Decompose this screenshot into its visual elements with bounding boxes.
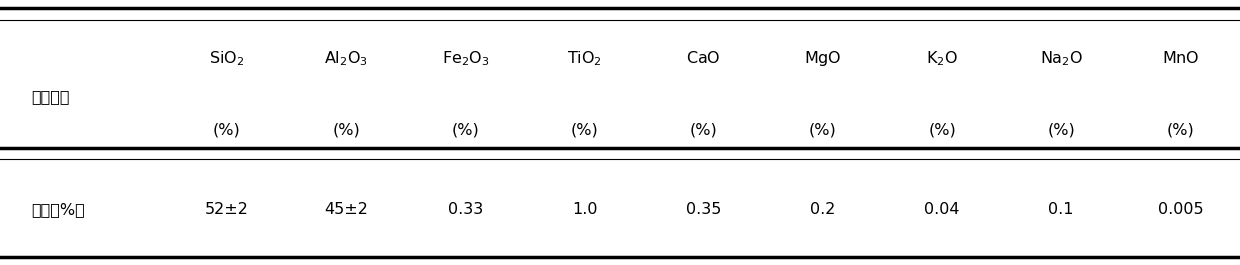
Text: 52±2: 52±2 (205, 202, 249, 217)
Text: $\mathrm{CaO}$: $\mathrm{CaO}$ (687, 50, 720, 66)
Text: 0.04: 0.04 (924, 202, 960, 217)
Text: (%): (%) (213, 122, 241, 137)
Text: (%): (%) (332, 122, 360, 137)
Text: 化学成分: 化学成分 (31, 89, 69, 104)
Text: 0.35: 0.35 (686, 202, 722, 217)
Text: (%): (%) (929, 122, 956, 137)
Text: $\mathrm{Na_2O}$: $\mathrm{Na_2O}$ (1039, 49, 1083, 68)
Text: (%): (%) (451, 122, 479, 137)
Text: (%): (%) (1048, 122, 1075, 137)
Text: (%): (%) (1167, 122, 1194, 137)
Text: $\mathrm{MnO}$: $\mathrm{MnO}$ (1162, 50, 1199, 66)
Text: 0.1: 0.1 (1049, 202, 1074, 217)
Text: $\mathrm{MgO}$: $\mathrm{MgO}$ (804, 49, 842, 68)
Text: 45±2: 45±2 (324, 202, 368, 217)
Text: $\mathrm{SiO_2}$: $\mathrm{SiO_2}$ (210, 49, 244, 68)
Text: 0.2: 0.2 (810, 202, 836, 217)
Text: 含量（%）: 含量（%） (31, 202, 84, 217)
Text: $\mathrm{Fe_2O_3}$: $\mathrm{Fe_2O_3}$ (441, 49, 489, 68)
Text: (%): (%) (689, 122, 718, 137)
Text: $\mathrm{K_2O}$: $\mathrm{K_2O}$ (926, 49, 959, 68)
Text: 0.33: 0.33 (448, 202, 482, 217)
Text: $\mathrm{Al_2O_3}$: $\mathrm{Al_2O_3}$ (324, 49, 368, 68)
Text: (%): (%) (570, 122, 599, 137)
Text: 1.0: 1.0 (572, 202, 598, 217)
Text: (%): (%) (808, 122, 837, 137)
Text: 0.005: 0.005 (1158, 202, 1203, 217)
Text: $\mathrm{TiO_2}$: $\mathrm{TiO_2}$ (567, 49, 601, 68)
